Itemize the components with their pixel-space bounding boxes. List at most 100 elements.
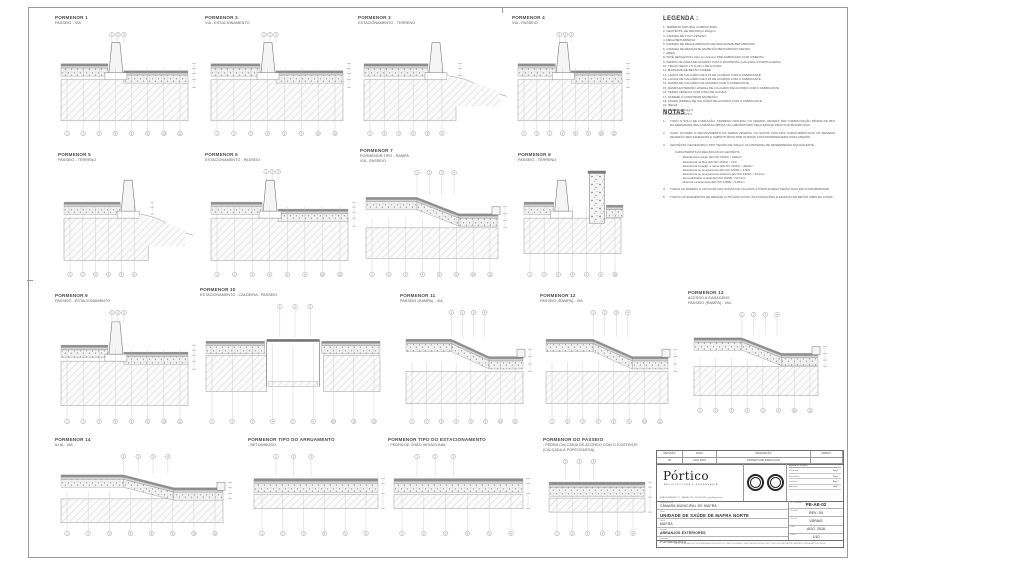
svg-text:12: 12 bbox=[178, 419, 182, 423]
cross-section-sketch: 1 2 3 4 5 6 10 121 2 3 bbox=[60, 32, 196, 136]
svg-text:4: 4 bbox=[484, 311, 486, 315]
svg-text:6: 6 bbox=[588, 131, 590, 135]
svg-text:2: 2 bbox=[462, 311, 464, 315]
sheet-border-frame bbox=[28, 7, 848, 558]
svg-text:6: 6 bbox=[510, 531, 512, 535]
legend-panel: LEGENDA : 1. TERRENO NATURAL COMPACTADO 2… bbox=[663, 16, 843, 116]
svg-text:4: 4 bbox=[115, 419, 117, 423]
svg-text:2: 2 bbox=[137, 455, 139, 459]
svg-text:1: 1 bbox=[401, 531, 403, 535]
svg-text:2: 2 bbox=[536, 131, 538, 135]
svg-text:1: 1 bbox=[275, 455, 277, 459]
fold-mark bbox=[502, 7, 503, 13]
svg-text:4: 4 bbox=[412, 131, 414, 135]
meta-cell: N.º Desenho: PE-AE-02 bbox=[789, 501, 843, 510]
svg-text:3: 3 bbox=[250, 131, 252, 135]
legend-item: 9. PEDRA CALCÁRIA DE ACORDO COM O EXISTE… bbox=[663, 59, 781, 64]
detail-title: PORMENOR 2 bbox=[205, 15, 238, 20]
svg-text:3: 3 bbox=[251, 272, 253, 276]
svg-text:3: 3 bbox=[95, 272, 97, 276]
svg-text:5: 5 bbox=[284, 131, 286, 135]
svg-text:3: 3 bbox=[152, 455, 154, 459]
notes-list: 1. TODO O SOLO DE FUNDAÇÃO, TERRENO NATUR… bbox=[663, 119, 835, 199]
svg-text:1: 1 bbox=[261, 531, 263, 535]
svg-text:2: 2 bbox=[233, 131, 235, 135]
legend-item: 6. CAMADA DE DESGASTE EM BETÃO BETUMINOS… bbox=[663, 46, 751, 51]
cross-section-sketch: 1 2 3 4 5 6 10 121 2 3 bbox=[210, 169, 356, 277]
legend-item: 3. CAMADA DE TOUT-VENANT bbox=[663, 33, 706, 38]
team-rows: P. Equipa: Eng.ª … Desenhou: Eng.ª … Verific… bbox=[789, 469, 841, 490]
fold-mark bbox=[27, 280, 33, 281]
svg-text:4: 4 bbox=[602, 531, 604, 535]
svg-text:3: 3 bbox=[473, 311, 475, 315]
svg-text:1: 1 bbox=[411, 419, 413, 423]
svg-text:12: 12 bbox=[808, 408, 812, 412]
detail-title: PORMENOR 3 bbox=[358, 15, 391, 20]
rev-header: DATA bbox=[683, 451, 717, 458]
svg-text:1: 1 bbox=[111, 311, 113, 315]
svg-text:10: 10 bbox=[317, 131, 321, 135]
svg-text:5: 5 bbox=[617, 531, 619, 535]
detail-pormenor-2: PORMENOR 2 VIA - ESTACIONAMENTO 1 2 3 4 5 6 10… bbox=[205, 15, 355, 143]
svg-text:2: 2 bbox=[82, 272, 84, 276]
project-fields: Dono de Obra: CÂMARA MUNICIPAL DE MAFRA Ob… bbox=[657, 501, 789, 544]
svg-text:5: 5 bbox=[439, 272, 441, 276]
team-header: Equipa de Projeto: bbox=[789, 465, 841, 468]
note-item: 3. GEOTÊXTIL DE REFORÇO TIPO TECIDO DE 20… bbox=[663, 142, 814, 147]
svg-text:12: 12 bbox=[352, 419, 356, 423]
legend-title: LEGENDA : bbox=[663, 16, 699, 22]
detail-tipo-arruamento: PORMENOR TIPO DO ARRUAMENTO - BETUMINOSO… bbox=[248, 437, 388, 543]
notes-title: NOTAS : bbox=[663, 110, 690, 116]
svg-text:1: 1 bbox=[69, 272, 71, 276]
certification-stamps bbox=[744, 464, 787, 501]
company-tagline: ARQUITECTURA E ENGENHARIA bbox=[664, 484, 719, 486]
svg-text:1: 1 bbox=[66, 419, 68, 423]
note-item: 5. TODOS OS ELEMENTOS DE REMATE A UTILIZA… bbox=[663, 195, 833, 199]
svg-text:12: 12 bbox=[338, 272, 342, 276]
svg-text:2: 2 bbox=[294, 305, 296, 309]
cross-section-sketch: 1 2 3 4 5 6 10 121 2 3 4 bbox=[693, 312, 827, 413]
svg-text:6: 6 bbox=[632, 531, 634, 535]
svg-text:12: 12 bbox=[333, 131, 337, 135]
svg-text:1: 1 bbox=[741, 313, 743, 317]
svg-text:4: 4 bbox=[422, 272, 424, 276]
note-item: 1. TODO O SOLO DE FUNDAÇÃO, TERRENO NATUR… bbox=[663, 119, 835, 128]
svg-text:10: 10 bbox=[321, 272, 325, 276]
legend-item: 15. RAMPA EXTERIOR LATERAL DE CALCÁRIO D… bbox=[663, 85, 779, 90]
cross-section-sketch: 1 2 3 4 5 6 10 121 2 3 4 bbox=[365, 170, 507, 277]
detail-pormenor-5: PORMENOR 5 PASSEIO - TERRENO 1 2 3 4 5 6 bbox=[58, 152, 193, 284]
legend-item: 19. RELVA bbox=[663, 103, 678, 108]
svg-text:10: 10 bbox=[643, 419, 647, 423]
svg-text:3: 3 bbox=[398, 131, 400, 135]
svg-text:3: 3 bbox=[123, 33, 125, 37]
detail-subtitle: PASSEIO - VIA bbox=[55, 20, 81, 25]
svg-text:5: 5 bbox=[427, 131, 429, 135]
svg-text:2: 2 bbox=[82, 419, 84, 423]
legend-list: 1. TERRENO NATURAL COMPACTADO 2. GEOTÊXTI… bbox=[663, 25, 843, 116]
detail-title: PORMENOR 14 bbox=[55, 437, 91, 442]
svg-text:10: 10 bbox=[332, 419, 336, 423]
field-row: Projeto: ARRANJOS EXTERIORES bbox=[657, 528, 788, 538]
svg-text:3: 3 bbox=[765, 313, 767, 317]
svg-text:1: 1 bbox=[279, 305, 281, 309]
svg-text:1: 1 bbox=[216, 131, 218, 135]
svg-text:5: 5 bbox=[470, 419, 472, 423]
svg-text:6: 6 bbox=[133, 272, 135, 276]
rev-header: DESCRIÇÃO bbox=[717, 451, 811, 458]
meta-cell: Data: AGO. 2016 bbox=[789, 526, 843, 534]
svg-text:1: 1 bbox=[551, 419, 553, 423]
svg-text:4: 4 bbox=[267, 131, 269, 135]
svg-text:3: 3 bbox=[405, 272, 407, 276]
svg-text:3: 3 bbox=[109, 531, 111, 535]
detail-subtitle: PORMENOR TIPO - RAMPA VIA - PASSEIO bbox=[360, 153, 409, 163]
company-logo-wordmark: Pórtico bbox=[663, 469, 709, 483]
svg-text:6: 6 bbox=[456, 272, 458, 276]
svg-text:4: 4 bbox=[453, 171, 455, 175]
svg-text:2: 2 bbox=[543, 272, 545, 276]
svg-text:3: 3 bbox=[99, 419, 101, 423]
svg-text:1: 1 bbox=[66, 131, 68, 135]
detail-title: PORMENOR 10 bbox=[200, 287, 236, 292]
legend-item: 11. MASSAME DE BETÃO C/REDE bbox=[663, 68, 711, 73]
cross-section-sketch: 1 2 3 4 5 6 10 121 2 3 4 bbox=[545, 310, 677, 424]
svg-text:5: 5 bbox=[575, 131, 577, 135]
